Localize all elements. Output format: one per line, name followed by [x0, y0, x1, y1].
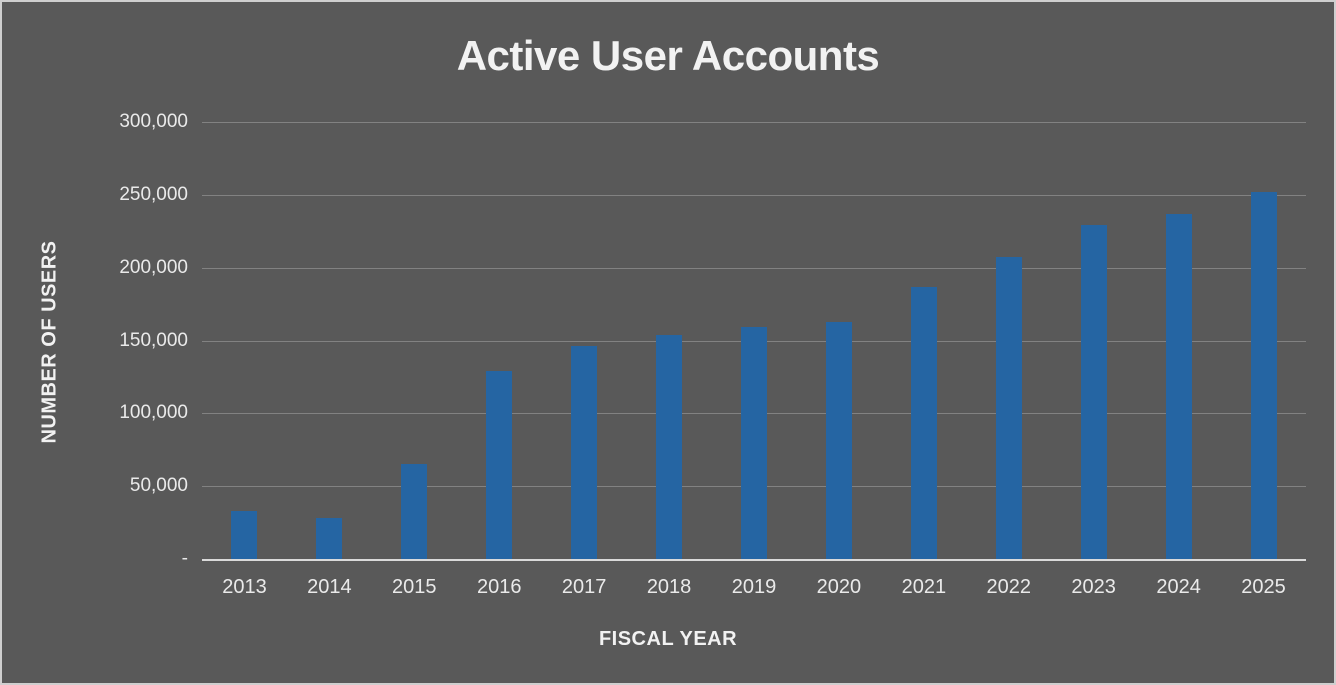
bar-slot-2018 — [627, 122, 712, 559]
bar-2018 — [656, 334, 683, 559]
y-tick-label: 100,000 — [119, 402, 188, 424]
bar-series — [202, 122, 1306, 559]
x-axis-tick-labels: 2013 2014 2015 2016 2017 2018 2019 2020 2021 2022… — [202, 576, 1306, 599]
x-tick-label: 2014 — [307, 576, 352, 598]
bar-slot-2021 — [881, 122, 966, 559]
bar-slot-2024 — [1136, 122, 1221, 559]
x-tick-label: 2013 — [222, 576, 267, 598]
bar-2019 — [740, 327, 767, 559]
y-axis-tick-labels: 300,000 250,000 200,000 150,000 100,000 50,00… — [2, 2, 188, 683]
bar-2017 — [571, 346, 598, 559]
bar-2022 — [995, 257, 1022, 559]
bar-2015 — [401, 464, 428, 559]
x-tick-label: 2017 — [561, 576, 607, 598]
x-tick-label: 2025 — [1241, 576, 1286, 598]
y-tick-label: 250,000 — [119, 183, 188, 205]
x-tick-label: 2016 — [476, 576, 522, 598]
bar-slot-2022 — [966, 122, 1051, 559]
x-tick-label: 2018 — [646, 576, 692, 598]
y-tick-label: - — [181, 548, 188, 569]
bar-slot-2015 — [372, 122, 457, 559]
bar-slot-2019 — [712, 122, 797, 559]
bar-2024 — [1165, 213, 1192, 559]
bar-2020 — [825, 321, 852, 559]
x-tick-label: 2022 — [986, 576, 1032, 598]
bar-slot-2014 — [287, 122, 372, 559]
x-axis-title: FISCAL YEAR — [598, 628, 738, 650]
bar-2025 — [1250, 191, 1277, 559]
x-tick-label: 2020 — [816, 576, 862, 598]
x-tick-label: 2021 — [901, 576, 947, 598]
chart-title: Active User Accounts — [456, 32, 880, 79]
y-tick-label: 50,000 — [129, 475, 188, 497]
gridline — [202, 122, 1306, 123]
bar-2013 — [231, 510, 258, 559]
x-tick-label: 2023 — [1071, 576, 1116, 598]
gridline — [202, 194, 1306, 196]
bar-slot-2013 — [202, 122, 287, 559]
bar-2021 — [910, 286, 937, 559]
x-tick-label: 2024 — [1156, 576, 1201, 598]
y-tick-label: 150,000 — [119, 329, 188, 351]
bar-slot-2016 — [457, 122, 542, 559]
plot-area: 2013 2014 2015 2016 2017 2018 2019 2020 2021 2022… — [202, 122, 1306, 598]
bar-slot-2023 — [1051, 122, 1136, 559]
bar-2014 — [316, 518, 343, 559]
x-tick-label: 2019 — [731, 576, 777, 598]
y-tick-label: 300,000 — [119, 111, 188, 132]
y-tick-label: 200,000 — [119, 256, 188, 278]
bar-slot-2020 — [796, 122, 881, 559]
bar-slot-2017 — [542, 122, 627, 559]
bar-2016 — [486, 371, 513, 559]
bar-slot-2025 — [1221, 122, 1306, 559]
gridline — [202, 267, 1306, 269]
x-tick-label: 2015 — [392, 576, 437, 598]
bar-2023 — [1080, 225, 1107, 559]
